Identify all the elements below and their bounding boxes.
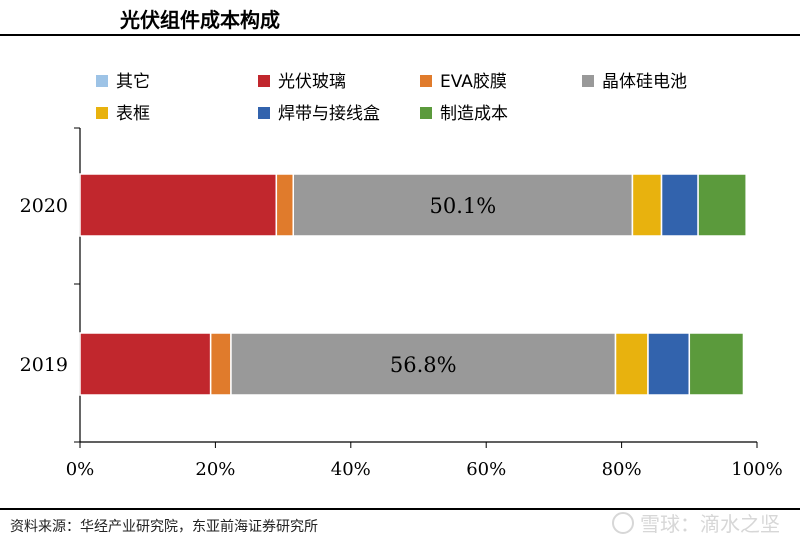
legend-label-7: 制造成本 xyxy=(440,104,508,124)
legend-swatch-6 xyxy=(258,107,270,119)
bar-2019-series-4 xyxy=(230,332,617,396)
bar-series xyxy=(79,173,747,396)
x-tick-label-3: 40% xyxy=(331,459,371,480)
legend-label-4: 晶体硅电池 xyxy=(602,72,687,92)
bar-2020-series-5 xyxy=(631,173,663,237)
legend-swatch-5 xyxy=(96,107,108,119)
source-note: 资料来源：华经产业研究院，东亚前海证券研究所 xyxy=(10,519,318,535)
title-divider xyxy=(0,34,800,36)
bar-2019-series-2 xyxy=(79,332,212,396)
x-tick-label-5: 80% xyxy=(602,459,642,480)
legend-swatch-7 xyxy=(420,107,432,119)
bar-2020-series-4 xyxy=(292,173,634,237)
bar-2019-series-7 xyxy=(688,332,745,396)
legend-swatch-2 xyxy=(258,75,270,87)
x-tick-label-1: 0% xyxy=(66,459,95,480)
legend-label-5: 表框 xyxy=(116,104,150,124)
x-tick-label-2: 20% xyxy=(195,459,235,480)
chart-title: 光伏组件成本构成 xyxy=(120,8,280,32)
bar-2019-series-3 xyxy=(209,332,232,396)
watermark-text: 雪球：滴水之坚 xyxy=(640,512,780,536)
bar-2020-series-3 xyxy=(275,173,295,237)
data-label-2020: 50.1% xyxy=(429,194,496,218)
legend-label-3: EVA胶膜 xyxy=(440,72,507,92)
x-tick-label-6: 100% xyxy=(731,459,782,480)
category-label-2019: 2019 xyxy=(20,354,68,376)
bar-2020-series-2 xyxy=(79,173,278,237)
footer-divider xyxy=(0,508,800,510)
chart-axes: 0% 20% 40% 60% 80% 100% 2020 2019 xyxy=(20,127,783,480)
legend-swatch-4 xyxy=(582,75,594,87)
legend-swatch-3 xyxy=(420,75,432,87)
snowball-logo-icon xyxy=(612,511,634,534)
bar-2020-series-6 xyxy=(660,173,699,237)
bar-2019-series-5 xyxy=(614,332,649,396)
watermark: 雪球：滴水之坚 xyxy=(612,508,780,537)
legend-label-2: 光伏玻璃 xyxy=(278,72,346,92)
bar-2019-series-6 xyxy=(647,332,691,396)
legend-label-1: 其它 xyxy=(116,72,150,92)
data-labels: 50.1% 56.8% xyxy=(390,194,496,377)
legend-swatch-1 xyxy=(96,75,108,87)
legend-label-6: 焊带与接线盒 xyxy=(278,104,380,124)
data-label-2019: 56.8% xyxy=(390,353,457,377)
category-label-2020: 2020 xyxy=(20,195,68,217)
x-tick-label-4: 60% xyxy=(466,459,506,480)
bar-2020-series-7 xyxy=(697,173,747,237)
